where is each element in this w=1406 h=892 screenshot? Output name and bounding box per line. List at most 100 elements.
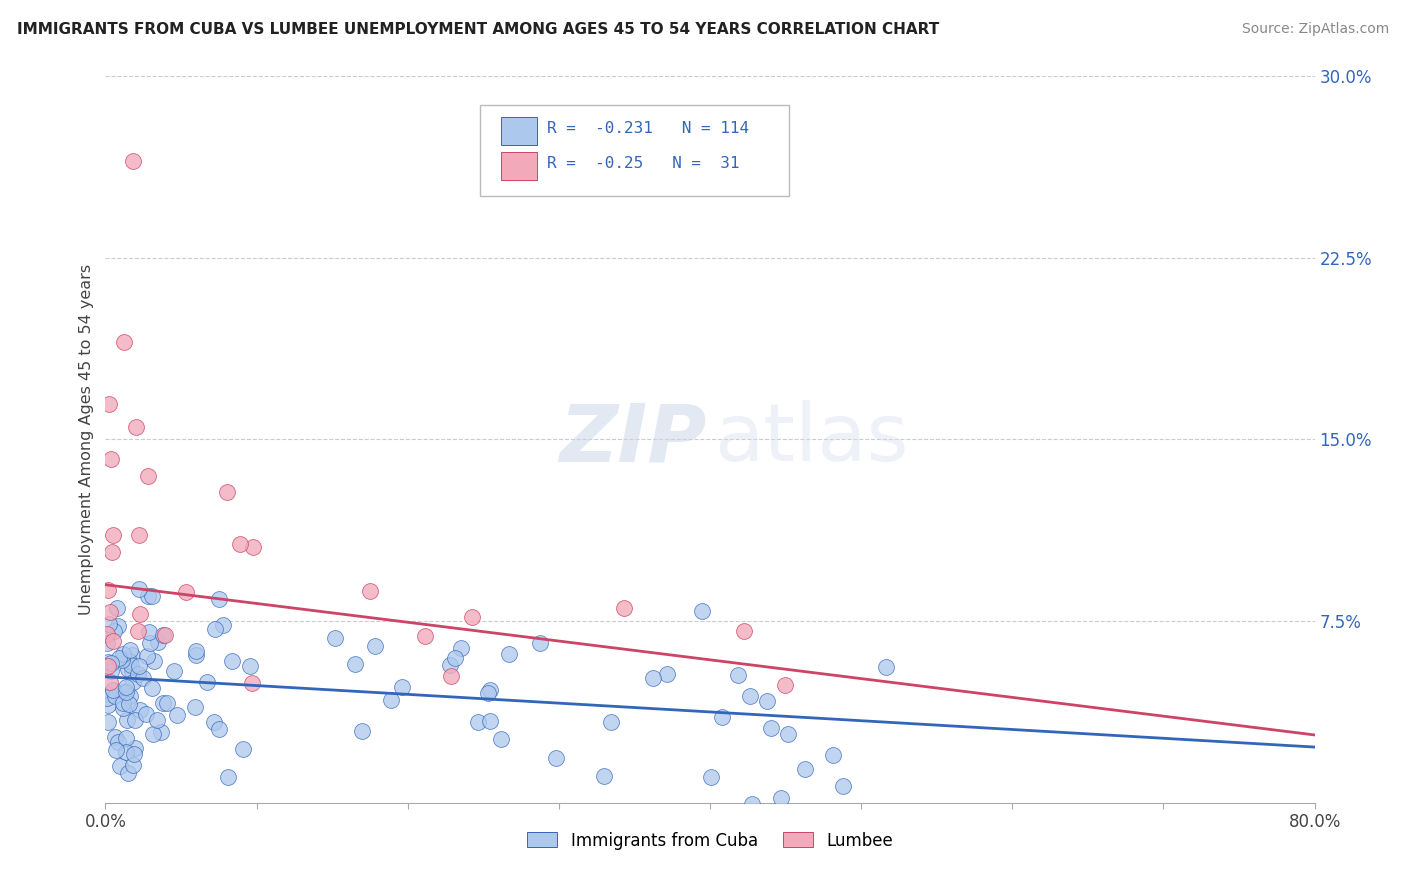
Point <box>823 748 845 763</box>
Point <box>121 153 143 168</box>
Point <box>101 545 124 559</box>
Point <box>108 650 131 665</box>
Point <box>118 643 141 657</box>
Point <box>114 731 136 746</box>
Point <box>111 696 134 710</box>
Point <box>240 676 263 690</box>
Point <box>112 700 135 714</box>
Point <box>232 742 254 756</box>
Point <box>124 741 146 756</box>
Point <box>118 697 141 711</box>
Point <box>477 686 499 700</box>
Point <box>136 468 159 483</box>
Point <box>139 635 162 649</box>
Point <box>593 769 616 783</box>
Point <box>440 668 463 682</box>
Point <box>613 600 636 615</box>
Point <box>498 647 520 661</box>
Point <box>443 650 465 665</box>
Point <box>112 685 135 699</box>
Point <box>129 703 152 717</box>
Point <box>103 528 125 542</box>
Text: R =  -0.25   N =  31: R = -0.25 N = 31 <box>547 156 740 171</box>
Point <box>166 707 188 722</box>
Point <box>128 582 150 596</box>
Point <box>741 797 763 812</box>
Point <box>142 727 165 741</box>
Point <box>120 657 142 672</box>
Point <box>770 790 793 805</box>
Point <box>152 627 174 641</box>
Point <box>96 636 118 650</box>
Point <box>599 714 621 729</box>
Point <box>221 654 243 668</box>
Point <box>104 743 127 757</box>
Point <box>112 335 135 350</box>
Point <box>325 631 347 645</box>
Point <box>100 451 122 466</box>
Point <box>108 759 131 773</box>
Point <box>141 681 163 695</box>
Point <box>100 664 122 678</box>
Point <box>832 779 855 793</box>
Point <box>544 751 567 765</box>
Point <box>100 656 122 670</box>
Point <box>98 397 121 411</box>
Point <box>778 727 800 741</box>
Point <box>242 540 264 554</box>
Text: Source: ZipAtlas.com: Source: ZipAtlas.com <box>1241 22 1389 37</box>
Text: atlas: atlas <box>714 401 908 478</box>
Point <box>212 618 235 632</box>
Point <box>344 657 367 672</box>
Point <box>479 714 502 728</box>
Point <box>655 667 678 681</box>
Point <box>105 601 128 615</box>
Point <box>204 622 226 636</box>
Point <box>128 607 150 621</box>
Point <box>186 648 208 662</box>
Point <box>380 692 402 706</box>
Point <box>121 664 143 678</box>
Point <box>96 714 118 729</box>
Point <box>97 659 120 673</box>
Point <box>439 657 461 672</box>
Point <box>97 698 120 712</box>
Bar <box>501 153 537 180</box>
Point <box>153 628 176 642</box>
Point <box>794 762 817 776</box>
Point <box>700 770 723 784</box>
Point <box>756 694 779 708</box>
Point <box>239 659 262 673</box>
Point <box>146 635 169 649</box>
Point <box>103 730 125 744</box>
Point <box>467 714 489 729</box>
Point <box>127 624 149 639</box>
Point <box>413 629 436 643</box>
Point <box>711 710 734 724</box>
Point <box>121 648 143 662</box>
Point <box>204 715 226 730</box>
Point <box>115 746 138 760</box>
Point <box>118 689 141 703</box>
Point <box>135 706 157 721</box>
Point <box>127 667 149 681</box>
Point <box>103 624 125 638</box>
Point <box>208 591 231 606</box>
Point <box>117 765 139 780</box>
Point <box>97 582 120 597</box>
Point <box>101 634 124 648</box>
Bar <box>501 117 537 145</box>
Point <box>152 696 174 710</box>
Point <box>352 724 374 739</box>
Text: IMMIGRANTS FROM CUBA VS LUMBEE UNEMPLOYMENT AMONG AGES 45 TO 54 YEARS CORRELATIO: IMMIGRANTS FROM CUBA VS LUMBEE UNEMPLOYM… <box>17 22 939 37</box>
Point <box>98 605 121 619</box>
Point <box>208 722 231 736</box>
Point <box>529 636 551 650</box>
Point <box>122 747 145 761</box>
Point <box>107 619 129 633</box>
Point <box>122 675 145 690</box>
Point <box>641 671 664 685</box>
Point <box>174 585 197 599</box>
Point <box>143 655 166 669</box>
Point <box>733 624 755 638</box>
